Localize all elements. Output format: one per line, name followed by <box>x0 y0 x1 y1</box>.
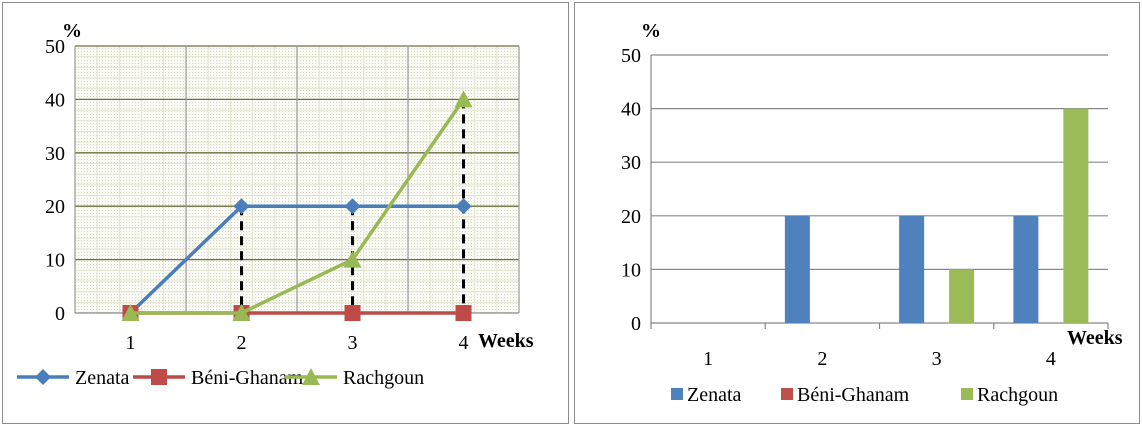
data-point <box>121 304 140 321</box>
line-y-tick-label: 10 <box>45 250 65 272</box>
bar-y-axis-label: % <box>641 20 661 42</box>
data-point <box>343 250 362 268</box>
legend-color-swatch <box>781 388 793 400</box>
line-chart-panel: 0 10 20 30 40 50 1 2 3 4 % Weeks Zenata Béni-Ghan… <box>2 2 569 424</box>
bar-y-tick-label: 40 <box>621 99 641 121</box>
data-point <box>454 90 473 108</box>
line-y-axis-label: % <box>62 20 82 42</box>
series-line <box>130 98 465 315</box>
legend-marker-icon <box>151 369 167 385</box>
bar-y-tick-label: 30 <box>621 152 641 174</box>
bar-x-tick-label: 2 <box>817 348 827 370</box>
line-y-tick-label: 40 <box>45 89 65 111</box>
line-y-tick-label: 30 <box>45 143 65 165</box>
bar-x-tick-label: 4 <box>1046 348 1056 370</box>
bar <box>784 215 810 323</box>
legend-label: Rachgoun <box>343 367 424 389</box>
bar-chart-panel: 0 10 20 30 40 50 1 2 3 4 % Weeks Zenata Béni-Ghan… <box>574 2 1140 424</box>
legend-label: Zenata <box>75 367 130 389</box>
line-chart: 0 10 20 30 40 50 1 2 3 4 % Weeks Zenata Béni-Ghan… <box>17 20 534 389</box>
data-point <box>233 198 250 215</box>
line-y-tick-label: 50 <box>45 36 65 58</box>
bar-x-tick-label: 3 <box>932 348 942 370</box>
line-x-axis-label: Weeks <box>478 330 534 352</box>
legend-label: Rachgoun <box>977 384 1058 406</box>
legend-color-swatch <box>961 388 973 400</box>
data-point <box>455 305 472 321</box>
series-line <box>129 204 464 315</box>
bar <box>899 215 925 323</box>
legend-color-swatch <box>671 388 683 400</box>
line-y-tick-label: 20 <box>45 196 65 218</box>
line-x-tick-label: 2 <box>237 332 247 354</box>
data-point <box>344 305 361 321</box>
line-x-tick-label: 4 <box>459 332 469 354</box>
line-x-tick-label: 3 <box>348 332 358 354</box>
bar-x-axis-label: Weeks <box>1067 327 1123 349</box>
bar <box>1013 215 1039 323</box>
data-point <box>232 304 251 321</box>
bar <box>1063 108 1089 323</box>
bar-y-tick-label: 50 <box>621 45 641 67</box>
legend-label: Béni-Ghanam <box>191 367 304 389</box>
bar-y-tick-label: 0 <box>631 313 641 335</box>
legend-marker-icon <box>35 369 51 385</box>
line-x-tick-label: 1 <box>126 332 136 354</box>
legend-label: Béni-Ghanam <box>797 384 910 406</box>
legend-marker-icon <box>302 368 320 385</box>
bar-x-tick-label: 1 <box>703 348 713 370</box>
bar-y-tick-label: 20 <box>621 206 641 228</box>
legend-label: Zenata <box>687 384 742 406</box>
data-point <box>455 198 472 215</box>
bar <box>949 269 975 323</box>
bar-chart: 0 10 20 30 40 50 1 2 3 4 % Weeks Zenata Béni-Ghan… <box>621 20 1123 406</box>
bar-y-tick-label: 10 <box>621 259 641 281</box>
line-y-tick-label: 0 <box>55 303 65 325</box>
data-point <box>344 198 361 215</box>
